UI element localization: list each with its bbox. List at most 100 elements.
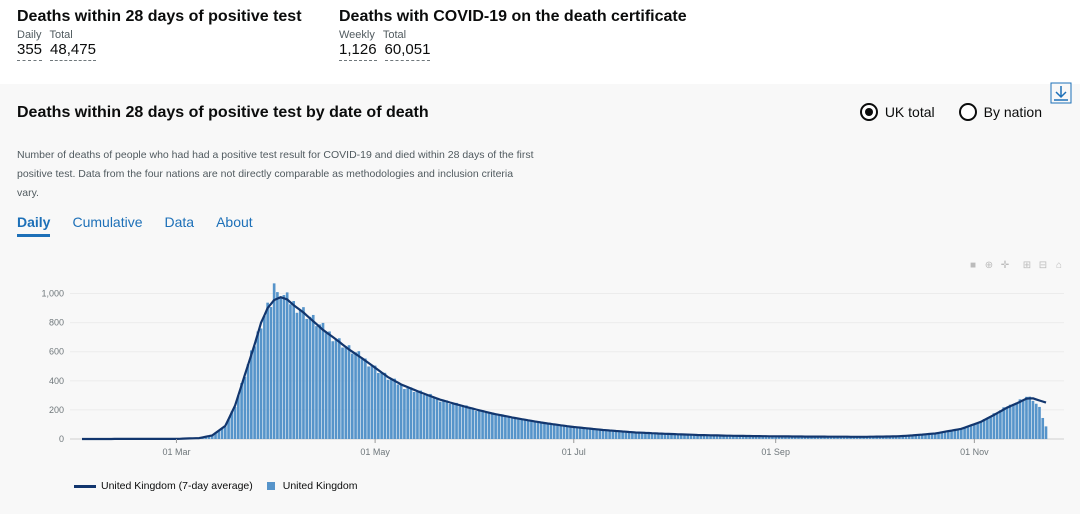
chart-bar[interactable] [819, 436, 823, 439]
chart-bar[interactable] [230, 411, 234, 439]
chart-bar[interactable] [774, 436, 778, 439]
chart-bar[interactable] [800, 436, 804, 439]
chart-bar[interactable] [969, 425, 973, 439]
chart-bar[interactable] [377, 373, 380, 439]
total-value[interactable]: 48,475 [50, 41, 96, 61]
chart-bar[interactable] [797, 436, 800, 439]
chart-bar[interactable] [891, 436, 895, 439]
chart-bar[interactable] [445, 400, 449, 439]
chart-bar[interactable] [1015, 402, 1019, 439]
chart-bar[interactable] [373, 365, 377, 439]
chart-bar[interactable] [982, 419, 986, 439]
chart-bar[interactable] [298, 309, 302, 439]
chart-bar[interactable] [552, 423, 556, 439]
chart-bar[interactable] [559, 425, 563, 439]
chart-bar[interactable] [562, 425, 566, 439]
zoom-out-icon[interactable]: ⊟ [1038, 260, 1048, 271]
chart-bar[interactable] [813, 436, 817, 439]
chart-bar[interactable] [881, 436, 885, 439]
chart-bar[interactable] [771, 436, 774, 439]
chart-bar[interactable] [380, 372, 383, 439]
chart-bar[interactable] [321, 322, 325, 439]
chart-bar[interactable] [676, 434, 680, 439]
chart-bar[interactable] [520, 419, 523, 439]
chart-bar[interactable] [1041, 417, 1045, 439]
chart-bar[interactable] [295, 312, 299, 439]
chart-bar[interactable] [745, 436, 748, 439]
legend-line-label[interactable]: United Kingdom (7-day average) [101, 480, 253, 492]
chart-bar[interactable] [862, 436, 865, 439]
chart-bar[interactable] [601, 430, 605, 439]
chart-bar[interactable] [409, 387, 413, 439]
chart-bar[interactable] [644, 432, 647, 439]
chart-bar[interactable] [272, 283, 276, 439]
chart-bar[interactable] [888, 436, 891, 439]
chart-bar[interactable] [315, 326, 318, 439]
chart-bar[interactable] [666, 433, 670, 439]
chart-bar[interactable] [777, 436, 781, 439]
chart-bar[interactable] [396, 384, 400, 439]
chart-bar[interactable] [403, 389, 406, 439]
chart-bar[interactable] [758, 436, 761, 439]
chart-bar[interactable] [653, 433, 657, 439]
chart-bar[interactable] [679, 434, 683, 439]
chart-bar[interactable] [836, 436, 839, 439]
chart-bar[interactable] [422, 395, 426, 439]
chart-bar[interactable] [911, 435, 914, 439]
radio-by-nation[interactable]: By nation [958, 103, 1042, 121]
chart-bar[interactable] [728, 435, 732, 439]
chart-bar[interactable] [497, 414, 501, 439]
chart-bar[interactable] [608, 430, 611, 439]
chart-bar[interactable] [461, 405, 465, 439]
chart-bar[interactable] [1031, 400, 1035, 439]
chart-bar[interactable] [719, 435, 722, 439]
chart-bar[interactable] [556, 425, 559, 439]
chart-bar[interactable] [689, 434, 693, 439]
total-value[interactable]: 60,051 [384, 41, 431, 61]
chart-bar[interactable] [223, 426, 227, 439]
chart-bar[interactable] [702, 435, 706, 439]
chart-bar[interactable] [305, 318, 309, 439]
chart-bar[interactable] [324, 333, 328, 439]
chart-bar[interactable] [526, 419, 530, 439]
chart-bar[interactable] [530, 421, 533, 439]
chart-bar[interactable] [640, 432, 644, 439]
chart-bar[interactable] [311, 314, 315, 439]
chart-bar[interactable] [1012, 405, 1015, 439]
chart-bar[interactable] [253, 346, 256, 439]
chart-bar[interactable] [699, 435, 703, 439]
chart-bar[interactable] [810, 436, 813, 439]
chart-bar[interactable] [328, 331, 331, 439]
chart-bar[interactable] [598, 429, 602, 439]
chart-bar[interactable] [425, 394, 429, 439]
chart-bar[interactable] [390, 379, 393, 439]
chart-bar[interactable] [487, 412, 491, 439]
chart-bar[interactable] [950, 430, 953, 439]
chart-bar[interactable] [292, 301, 296, 439]
chart-bar[interactable] [429, 393, 432, 439]
tab-daily[interactable]: Daily [17, 214, 51, 237]
chart-bar[interactable] [383, 372, 387, 439]
chart-bar[interactable] [481, 410, 484, 439]
chart-bar[interactable] [308, 316, 312, 439]
chart-bar[interactable] [442, 401, 445, 439]
chart-bar[interactable] [872, 436, 875, 439]
chart-bar[interactable] [846, 436, 849, 439]
chart-bar[interactable] [1025, 396, 1028, 439]
chart-bar[interactable] [901, 435, 905, 439]
chart-bar[interactable] [787, 436, 791, 439]
chart-bar[interactable] [712, 435, 716, 439]
chart-bar[interactable] [513, 418, 517, 439]
chart-bar[interactable] [435, 397, 439, 439]
chart-bar[interactable] [1018, 399, 1022, 439]
chart-bar[interactable] [839, 436, 843, 439]
chart-bar[interactable] [451, 403, 455, 439]
chart-bar[interactable] [399, 384, 403, 439]
chart-bar[interactable] [976, 423, 979, 439]
chart-bar[interactable] [347, 345, 351, 439]
chart-bar[interactable] [627, 432, 631, 439]
chart-bar[interactable] [832, 436, 836, 439]
chart-bar[interactable] [927, 433, 931, 439]
chart-bar[interactable] [412, 391, 416, 439]
chart-bar[interactable] [1038, 406, 1041, 439]
